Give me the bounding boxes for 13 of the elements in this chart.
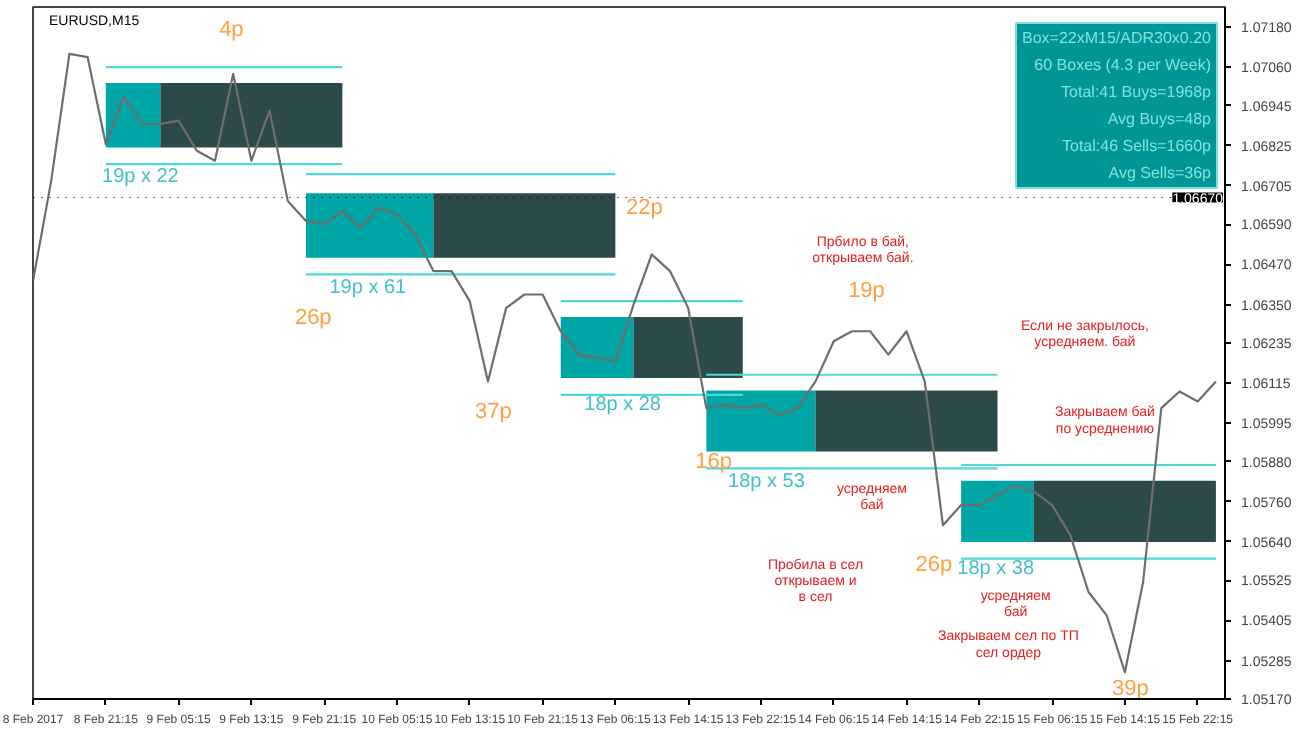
annotation: 26p [294,305,332,330]
annotation: 4p [219,18,244,43]
annotation: 22p [626,195,663,220]
annotation: 19p x 22 [102,166,180,189]
annotation: 19p [848,279,885,304]
annotation: 18p x 53 [728,470,806,493]
annotation: 26p [915,553,953,578]
annotation: 18p x 38 [957,557,1035,580]
annotation: 19p x 61 [329,276,408,299]
annotation: 39p [1112,676,1149,701]
annotation: 37p [475,399,512,424]
annotation: Box=22xM15/ADR30x0.20 60 Boxes (4.3 per Week) Total:41 Buys=1968p Avg Buys=48p Total:46 Sells=1660p Avg Sells=36p [1022,29,1213,182]
annotation: 18p x 28 [584,393,662,416]
